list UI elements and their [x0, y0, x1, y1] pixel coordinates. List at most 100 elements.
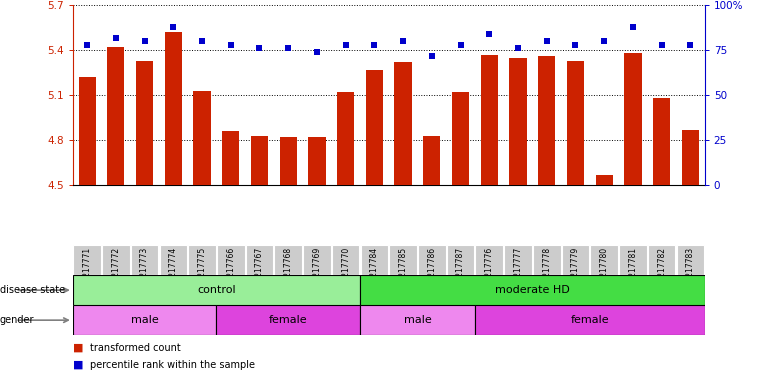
Bar [476, 245, 503, 275]
Bar [561, 245, 589, 275]
Point [339, 42, 352, 48]
Bar [246, 245, 273, 275]
Bar [366, 70, 383, 185]
Point [512, 45, 524, 51]
Text: disease state: disease state [0, 285, 65, 295]
Bar [360, 275, 705, 305]
Text: GSM217785: GSM217785 [398, 247, 408, 293]
Bar [332, 245, 359, 275]
Bar [222, 131, 239, 185]
Point [81, 42, 93, 48]
Point [254, 45, 266, 51]
Point [224, 42, 237, 48]
Bar [78, 77, 96, 185]
Text: GSM217778: GSM217778 [542, 247, 552, 293]
Text: GSM217781: GSM217781 [628, 247, 637, 293]
Bar [447, 245, 474, 275]
Bar [73, 275, 360, 305]
Point [684, 42, 696, 48]
Text: ■: ■ [73, 360, 83, 370]
Text: male: male [131, 315, 159, 325]
Bar [361, 245, 388, 275]
Text: transformed count: transformed count [90, 343, 180, 353]
Text: GSM217787: GSM217787 [456, 247, 465, 293]
Bar [251, 136, 268, 185]
Text: GSM217783: GSM217783 [686, 247, 695, 293]
Text: gender: gender [0, 315, 34, 325]
Bar [475, 305, 705, 335]
Text: GSM217773: GSM217773 [140, 247, 149, 293]
Point [483, 31, 496, 37]
Point [598, 38, 611, 44]
Text: GSM217777: GSM217777 [513, 247, 522, 293]
Point [426, 53, 438, 59]
Bar [591, 245, 618, 275]
Text: GSM217779: GSM217779 [571, 247, 580, 293]
Bar [567, 61, 584, 185]
Bar [533, 245, 561, 275]
Bar [188, 245, 216, 275]
Bar [360, 305, 475, 335]
Bar [682, 130, 699, 185]
Text: GSM217768: GSM217768 [283, 247, 293, 293]
Bar [194, 91, 211, 185]
Text: moderate HD: moderate HD [495, 285, 570, 295]
Point [311, 49, 323, 55]
Bar [509, 58, 527, 185]
Text: control: control [197, 285, 236, 295]
Bar [596, 175, 613, 185]
Bar [624, 53, 642, 185]
Bar [73, 305, 216, 335]
Bar [274, 245, 302, 275]
Text: GSM217766: GSM217766 [226, 247, 235, 293]
Bar [504, 245, 532, 275]
Bar [303, 245, 331, 275]
Point [368, 42, 381, 48]
Bar [676, 245, 704, 275]
Bar [165, 32, 182, 185]
Bar [74, 245, 101, 275]
Bar [102, 245, 129, 275]
Bar [423, 136, 440, 185]
Point [282, 45, 294, 51]
Bar [619, 245, 647, 275]
Point [139, 38, 151, 44]
Text: GSM217782: GSM217782 [657, 247, 666, 293]
Text: GSM217776: GSM217776 [485, 247, 494, 293]
Bar [337, 92, 354, 185]
Bar [280, 137, 297, 185]
Point [397, 38, 409, 44]
Bar [648, 245, 676, 275]
Point [569, 42, 581, 48]
Point [656, 42, 668, 48]
Point [541, 38, 553, 44]
Text: ■: ■ [73, 343, 83, 353]
Bar [107, 47, 124, 185]
Text: GSM217771: GSM217771 [83, 247, 92, 293]
Point [454, 42, 466, 48]
Point [110, 35, 122, 41]
Bar [131, 245, 159, 275]
Point [167, 24, 179, 30]
Text: GSM217769: GSM217769 [313, 247, 322, 293]
Bar [538, 56, 555, 185]
Bar [394, 62, 412, 185]
Point [627, 24, 639, 30]
Bar [308, 137, 326, 185]
Text: GSM217772: GSM217772 [111, 247, 120, 293]
Text: female: female [269, 315, 307, 325]
Text: GSM217775: GSM217775 [198, 247, 207, 293]
Bar [159, 245, 187, 275]
Point [196, 38, 208, 44]
Text: female: female [571, 315, 609, 325]
Text: GSM217774: GSM217774 [169, 247, 178, 293]
Text: GSM217770: GSM217770 [341, 247, 350, 293]
Bar [136, 61, 153, 185]
Bar [217, 245, 244, 275]
Bar [452, 92, 469, 185]
Text: male: male [404, 315, 431, 325]
Text: GSM217780: GSM217780 [600, 247, 609, 293]
Text: percentile rank within the sample: percentile rank within the sample [90, 360, 254, 370]
Bar [217, 305, 360, 335]
Text: GSM217767: GSM217767 [255, 247, 264, 293]
